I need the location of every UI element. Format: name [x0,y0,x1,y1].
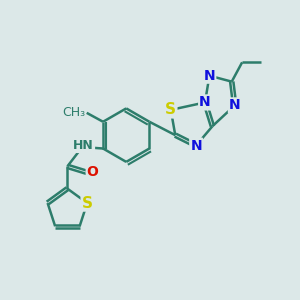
Text: S: S [82,196,93,211]
Text: N: N [199,95,211,110]
Text: CH₃: CH₃ [62,106,85,119]
Text: S: S [165,102,176,117]
Text: N: N [190,139,202,152]
Text: O: O [87,165,99,179]
Text: HN: HN [74,139,94,152]
Text: N: N [229,98,241,112]
Text: N: N [204,69,215,83]
